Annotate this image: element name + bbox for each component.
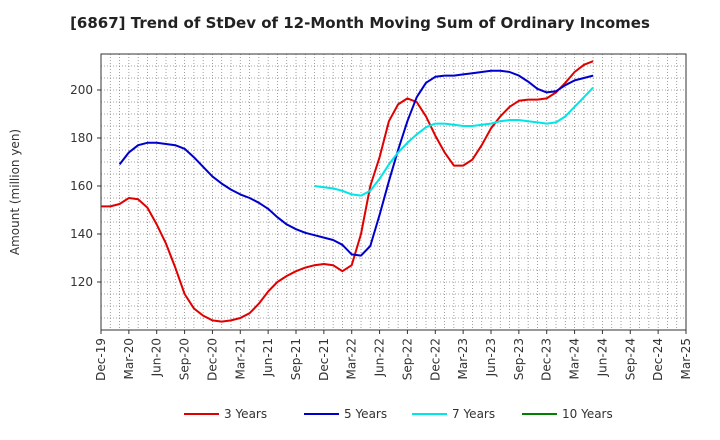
x-tick-label: Mar-24 [568, 338, 582, 379]
x-tick-label: Sep-24 [623, 338, 637, 380]
y-axis-label: Amount (million yen) [8, 129, 22, 255]
x-tick-label: Dec-21 [317, 338, 331, 381]
x-tick-label: Jun-22 [373, 338, 387, 377]
x-tick-label: Jun-20 [150, 338, 164, 377]
x-tick-label: Jun-23 [484, 338, 498, 377]
legend-label: 7 Years [452, 407, 495, 421]
x-tick-label: Sep-23 [512, 338, 526, 380]
y-tick-label: 180 [70, 131, 93, 145]
x-tick-label: Sep-20 [178, 338, 192, 380]
legend-label: 5 Years [344, 407, 387, 421]
legend-label: 10 Years [562, 407, 613, 421]
series-line-7-years [314, 86, 594, 197]
x-tick-label: Mar-23 [456, 338, 470, 379]
x-tick-label: Dec-19 [94, 338, 108, 381]
y-tick-label: 120 [70, 275, 93, 289]
x-tick-label: Dec-22 [428, 338, 442, 381]
x-tick-label: Jun-21 [261, 338, 275, 377]
y-tick-label: 140 [70, 227, 93, 241]
x-tick-label: Dec-24 [651, 338, 665, 381]
y-tick-label: 200 [70, 83, 93, 97]
x-tick-label: Jun-24 [595, 338, 609, 377]
series-line-3-years [101, 60, 594, 323]
x-tick-label: Mar-20 [122, 338, 136, 379]
plot-area [101, 54, 686, 330]
x-tick-label: Mar-25 [679, 338, 693, 379]
x-tick-label: Dec-23 [540, 338, 554, 381]
y-tick-label: 160 [70, 179, 93, 193]
series-line-5-years [118, 69, 594, 257]
legend-label: 3 Years [224, 407, 267, 421]
x-tick-label: Mar-22 [345, 338, 359, 379]
plot-frame [100, 53, 687, 331]
x-tick-label: Mar-21 [233, 338, 247, 379]
x-tick-label: Sep-21 [289, 338, 303, 380]
x-tick-label: Sep-22 [400, 338, 414, 380]
chart-title: [6867] Trend of StDev of 12-Month Moving… [70, 14, 650, 32]
x-tick-label: Dec-20 [205, 338, 219, 381]
